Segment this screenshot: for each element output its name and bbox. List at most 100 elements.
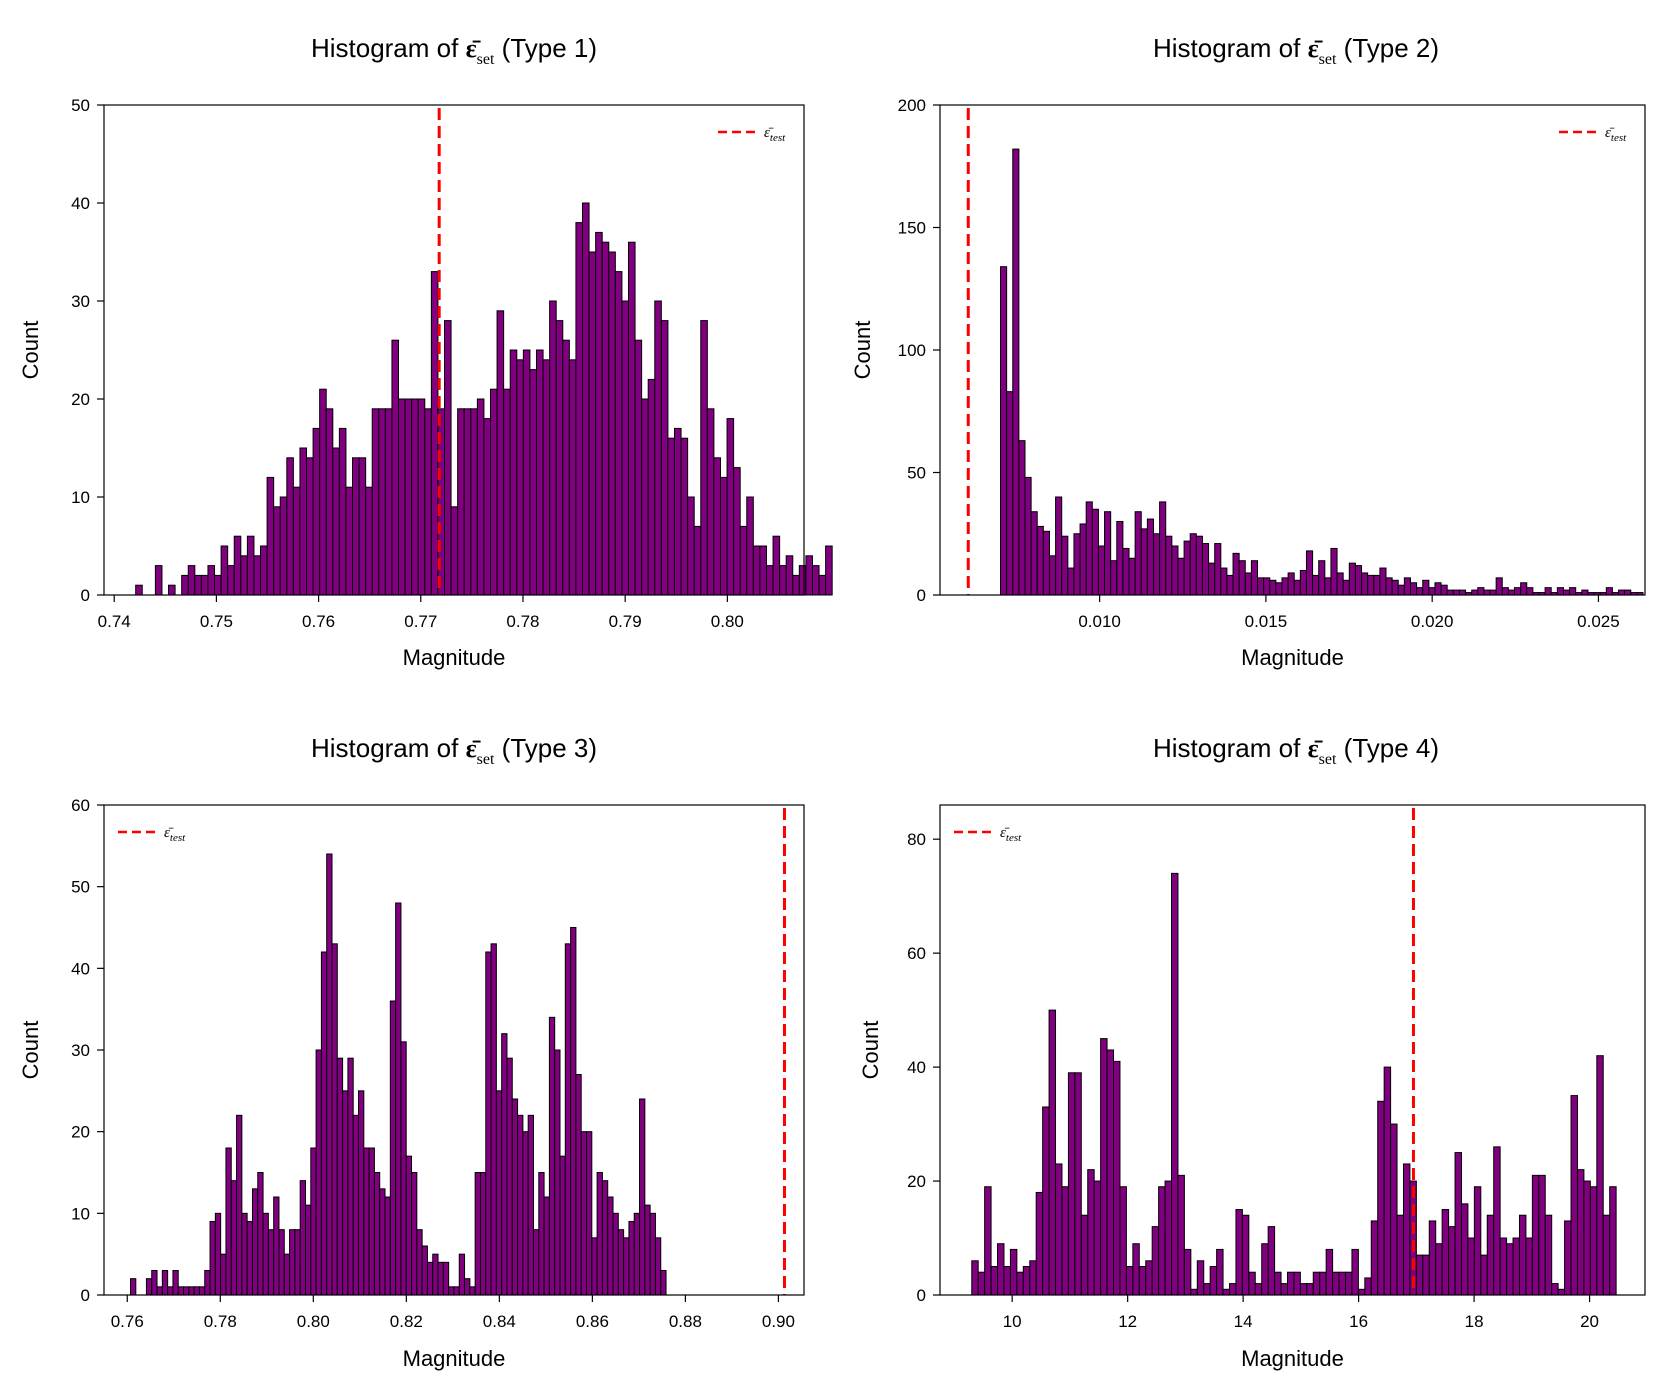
- histogram-bar: [1110, 560, 1118, 596]
- title-subscript: set: [1319, 51, 1337, 68]
- histogram-bar: [490, 388, 498, 596]
- histogram-bar: [644, 1204, 651, 1296]
- histogram-bar: [680, 437, 689, 596]
- histogram-bar: [1473, 1186, 1482, 1296]
- histogram-bar: [647, 378, 656, 596]
- histogram-bar: [1222, 1288, 1231, 1296]
- histogram-bar: [522, 1131, 529, 1296]
- histogram-bar: [485, 951, 492, 1296]
- histogram-bar: [1605, 587, 1613, 596]
- histogram-bar: [1458, 589, 1467, 596]
- histogram-bar: [1087, 1169, 1095, 1296]
- histogram-bar: [575, 222, 583, 596]
- histogram-bar: [1042, 1106, 1050, 1296]
- histogram-bar: [1134, 511, 1142, 596]
- histogram-bar: [548, 1016, 556, 1296]
- histogram-bar: [214, 1212, 222, 1296]
- histogram-bar: [765, 565, 774, 596]
- x-axis-label: Magnitude: [403, 645, 506, 670]
- histogram-bar: [1177, 1174, 1185, 1296]
- histogram-bar: [1216, 1248, 1224, 1296]
- histogram-bar: [1269, 579, 1277, 596]
- histogram-bar: [1435, 1243, 1443, 1296]
- histogram-bar: [411, 398, 419, 596]
- histogram-bar: [233, 535, 242, 596]
- histogram-bar: [1116, 521, 1124, 596]
- histogram-bar: [825, 545, 833, 596]
- legend-subscript: test: [170, 832, 186, 844]
- histogram-bar: [1551, 1283, 1559, 1296]
- histogram-bar: [1471, 589, 1479, 596]
- histogram-bar: [194, 574, 202, 596]
- histogram-bar: [304, 1204, 312, 1296]
- histogram-bar: [479, 1172, 487, 1296]
- plot-frame: [103, 804, 805, 1296]
- histogram-bar: [204, 1270, 211, 1296]
- y-tick-label: 100: [898, 341, 926, 360]
- histogram-bar: [1348, 562, 1356, 596]
- histogram-bar: [700, 320, 708, 596]
- y-tick-label: 50: [71, 878, 90, 897]
- histogram-bar: [1507, 589, 1516, 596]
- x-tick-label: 0.82: [390, 1312, 423, 1331]
- histogram-bar: [1190, 1288, 1198, 1296]
- y-tick-label: 200: [898, 96, 926, 115]
- x-tick-label: 0.76: [111, 1312, 144, 1331]
- histogram-bar: [1067, 567, 1075, 596]
- histogram-bar: [358, 457, 367, 596]
- histogram-bar: [352, 457, 360, 596]
- histogram-bar: [1151, 1226, 1160, 1296]
- histogram-bar: [654, 300, 662, 596]
- histogram-bar: [1080, 1214, 1089, 1296]
- histogram-bar: [1618, 589, 1626, 596]
- histogram-bar: [1506, 1243, 1514, 1296]
- histogram-bar: [273, 506, 281, 596]
- panel-type-1: Histogram of ε̄set (Type 1)0.74 0.75 0.76 0…: [18, 33, 833, 670]
- histogram-bar: [542, 359, 551, 596]
- histogram-bar: [634, 339, 643, 596]
- histogram-bar: [621, 300, 629, 596]
- histogram-bar: [365, 486, 373, 596]
- histogram-bar: [1226, 574, 1234, 596]
- histogram-bar: [772, 535, 781, 596]
- histogram-bar: [1480, 1254, 1488, 1296]
- histogram-bar: [1153, 533, 1161, 596]
- histogram-bar: [739, 525, 748, 596]
- histogram-bar: [1512, 1237, 1520, 1296]
- histogram-bars: [1000, 148, 1644, 596]
- legend-subscript: test: [1611, 132, 1627, 144]
- histogram-bar: [342, 1090, 349, 1296]
- histogram-bar: [607, 1196, 614, 1296]
- histogram-bar: [1446, 589, 1454, 596]
- histogram-bar: [746, 496, 754, 596]
- histogram-bar: [168, 584, 176, 596]
- histogram-bar: [145, 1278, 153, 1296]
- histogram-bar: [1138, 1266, 1147, 1296]
- histogram-bar: [306, 457, 314, 596]
- histogram-bar: [673, 427, 682, 596]
- histogram-bar: [1085, 501, 1093, 596]
- histogram-bar: [779, 565, 787, 596]
- histogram-bar: [503, 388, 511, 596]
- histogram-bar: [559, 1155, 566, 1296]
- histogram-bar: [273, 1196, 280, 1296]
- legend: ε̄test: [718, 125, 786, 144]
- histogram-bar: [1113, 1060, 1121, 1296]
- histogram-bar: [299, 1180, 306, 1296]
- x-axis-label: Magnitude: [1241, 1346, 1344, 1371]
- histogram-bar: [1293, 579, 1301, 596]
- histogram-bar: [432, 1253, 439, 1296]
- histogram-bar: [378, 408, 386, 596]
- histogram-bar: [1390, 1123, 1398, 1296]
- histogram-bar: [687, 496, 695, 596]
- histogram-bar: [1048, 1009, 1057, 1296]
- x-tick-label: 0.80: [711, 612, 744, 631]
- histogram-bar: [997, 1243, 1005, 1296]
- histogram-bar: [172, 1270, 179, 1296]
- histogram-bar: [1467, 1237, 1475, 1296]
- y-tick-label: 20: [907, 1172, 926, 1191]
- chart-title: Histogram of ε̄set (Type 1): [311, 33, 597, 68]
- histogram-bar: [1203, 1283, 1211, 1296]
- histogram-bar: [1146, 518, 1155, 596]
